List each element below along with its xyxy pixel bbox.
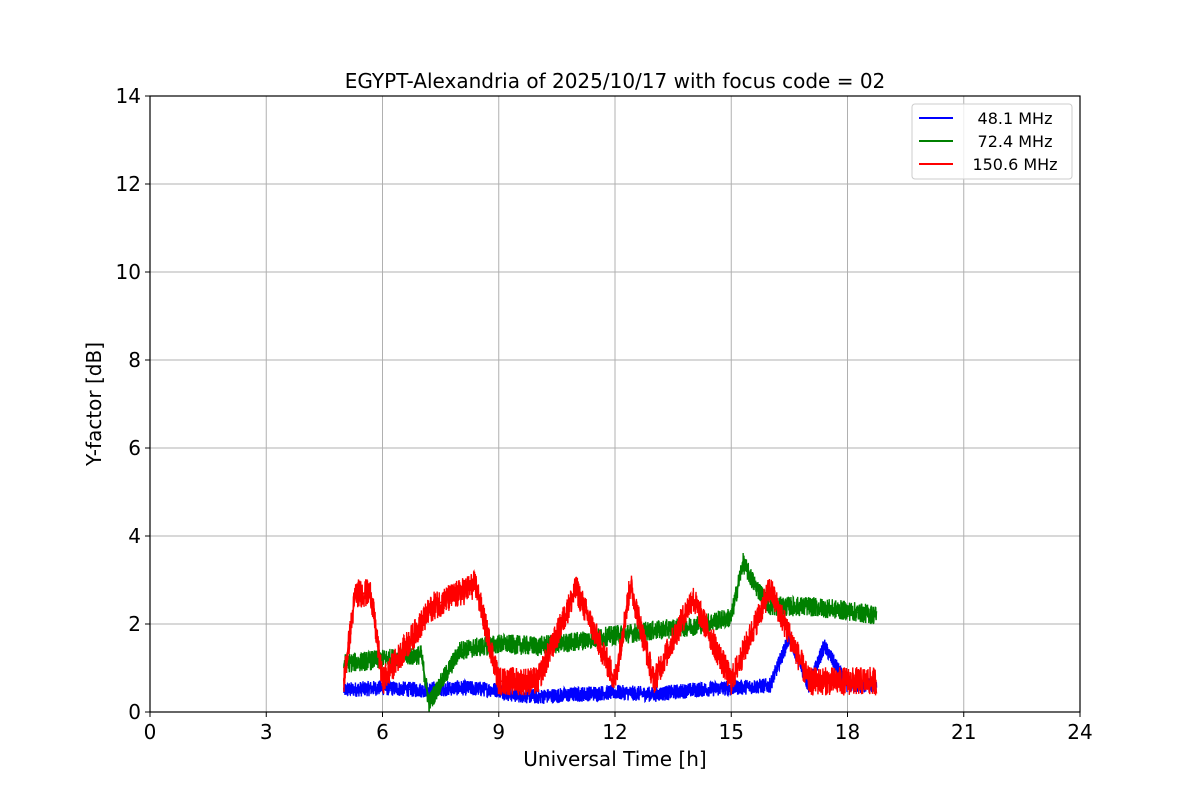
y-tick-label: 8 [128, 348, 141, 372]
legend-box [911, 103, 1073, 180]
y-tick-label: 0 [128, 700, 141, 724]
y-tick-label: 4 [128, 524, 141, 548]
series-line-2 [342, 583, 877, 685]
y-tick-label: 2 [128, 612, 141, 636]
x-tick-label: 3 [260, 720, 273, 744]
legend-label: 72.4 MHz [978, 132, 1053, 151]
x-tick-label: 15 [719, 720, 744, 744]
chart-title: EGYPT-Alexandria of 2025/10/17 with focu… [345, 69, 886, 93]
x-tick-label: 12 [602, 720, 627, 744]
x-tick-label: 9 [492, 720, 505, 744]
x-tick-label: 0 [144, 720, 157, 744]
x-axis-label: Universal Time [h] [523, 747, 706, 771]
grid [149, 95, 1081, 713]
legend-label: 150.6 MHz [972, 155, 1057, 174]
y-axis-label: Y-factor [dB] [82, 342, 106, 467]
y-tick-label: 6 [128, 436, 141, 460]
y-tick-label: 10 [116, 260, 141, 284]
series-lines [342, 553, 878, 713]
x-tick-label: 21 [951, 720, 976, 744]
y-tick-label: 14 [116, 84, 141, 108]
y-tick-label: 12 [116, 172, 141, 196]
series-trace-1 [343, 553, 878, 713]
legend: 48.1 MHz 72.4 MHz 150.6 MHz [911, 103, 1073, 180]
x-tick-label: 18 [835, 720, 860, 744]
legend-label: 48.1 MHz [978, 109, 1053, 128]
x-tick-label: 6 [376, 720, 389, 744]
x-tick-label: 24 [1067, 720, 1092, 744]
